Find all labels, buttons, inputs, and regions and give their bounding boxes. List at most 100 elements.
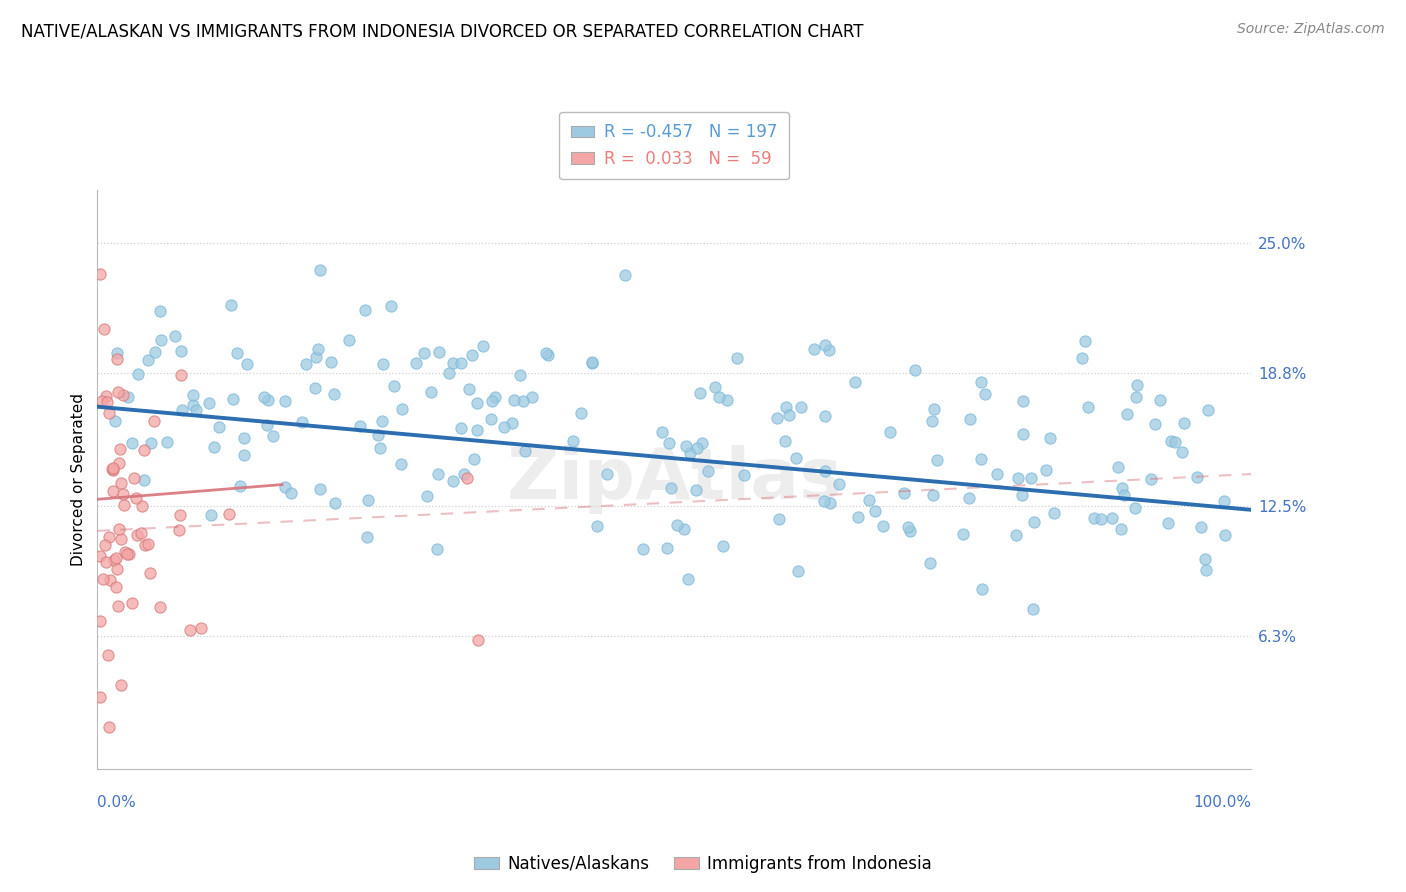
Point — [1187, 470, 1209, 484]
Point — [775, 401, 797, 415]
Point — [773, 434, 796, 448]
Point — [1173, 416, 1195, 430]
Point — [858, 493, 880, 508]
Point — [450, 420, 472, 434]
Point — [1140, 472, 1163, 486]
Point — [790, 400, 813, 414]
Point — [827, 476, 849, 491]
Point — [103, 553, 125, 567]
Point — [391, 401, 413, 416]
Point — [226, 346, 249, 360]
Point — [925, 453, 948, 467]
Point — [190, 621, 212, 635]
Point — [121, 596, 143, 610]
Point — [356, 530, 378, 544]
Point — [118, 547, 141, 561]
Point — [1101, 511, 1123, 525]
Point — [1197, 403, 1219, 417]
Point — [472, 339, 495, 353]
Point — [309, 263, 332, 277]
Point — [131, 526, 153, 541]
Point — [124, 491, 146, 505]
Point — [1143, 417, 1166, 431]
Point — [110, 532, 132, 546]
Point — [105, 562, 128, 576]
Point — [970, 375, 993, 389]
Point — [569, 406, 592, 420]
Point — [586, 519, 609, 533]
Point — [100, 573, 122, 587]
Point — [768, 511, 790, 525]
Point — [1125, 391, 1147, 405]
Point — [233, 431, 256, 445]
Point — [1212, 494, 1234, 508]
Point — [893, 486, 915, 500]
Point — [371, 357, 394, 371]
Point — [922, 402, 945, 417]
Point — [121, 436, 143, 450]
Point — [537, 348, 560, 362]
Point — [441, 475, 464, 489]
Point — [766, 410, 789, 425]
Point — [136, 352, 159, 367]
Point — [562, 434, 585, 448]
Point — [918, 556, 941, 570]
Point — [581, 356, 603, 370]
Point — [354, 303, 377, 318]
Point — [94, 555, 117, 569]
Point — [863, 504, 886, 518]
Point — [233, 449, 256, 463]
Point — [536, 346, 558, 360]
Point — [1022, 515, 1045, 529]
Point — [367, 428, 389, 442]
Point — [922, 487, 945, 501]
Point — [659, 481, 682, 495]
Point — [427, 344, 450, 359]
Point — [501, 416, 523, 430]
Point — [716, 393, 738, 408]
Point — [371, 414, 394, 428]
Point — [139, 435, 162, 450]
Point — [413, 346, 436, 360]
Point — [666, 517, 689, 532]
Point — [305, 350, 328, 364]
Point — [986, 467, 1008, 482]
Point — [127, 368, 149, 382]
Point — [295, 357, 318, 371]
Point — [1007, 471, 1029, 485]
Point — [368, 441, 391, 455]
Point — [405, 356, 427, 370]
Point — [595, 467, 617, 482]
Point — [134, 538, 156, 552]
Point — [415, 490, 437, 504]
Point — [1005, 527, 1028, 541]
Point — [733, 468, 755, 483]
Point — [94, 538, 117, 552]
Point — [115, 547, 138, 561]
Point — [117, 390, 139, 404]
Point — [1195, 563, 1218, 577]
Point — [274, 393, 297, 408]
Point — [112, 498, 135, 512]
Point — [814, 409, 837, 423]
Legend: Natives/Alaskans, Immigrants from Indonesia: Natives/Alaskans, Immigrants from Indone… — [467, 848, 939, 880]
Point — [1035, 463, 1057, 477]
Point — [307, 342, 329, 356]
Point — [814, 338, 837, 352]
Point — [222, 392, 245, 406]
Point — [814, 465, 837, 479]
Point — [1149, 393, 1171, 408]
Point — [703, 380, 725, 394]
Point — [337, 333, 360, 347]
Point — [97, 720, 120, 734]
Point — [657, 541, 679, 555]
Point — [1011, 488, 1033, 502]
Point — [169, 523, 191, 537]
Text: ZipAtlas: ZipAtlas — [506, 445, 842, 514]
Point — [163, 329, 186, 343]
Point — [91, 572, 114, 586]
Point — [1074, 334, 1097, 348]
Point — [349, 418, 371, 433]
Point — [103, 463, 125, 477]
Point — [256, 417, 278, 432]
